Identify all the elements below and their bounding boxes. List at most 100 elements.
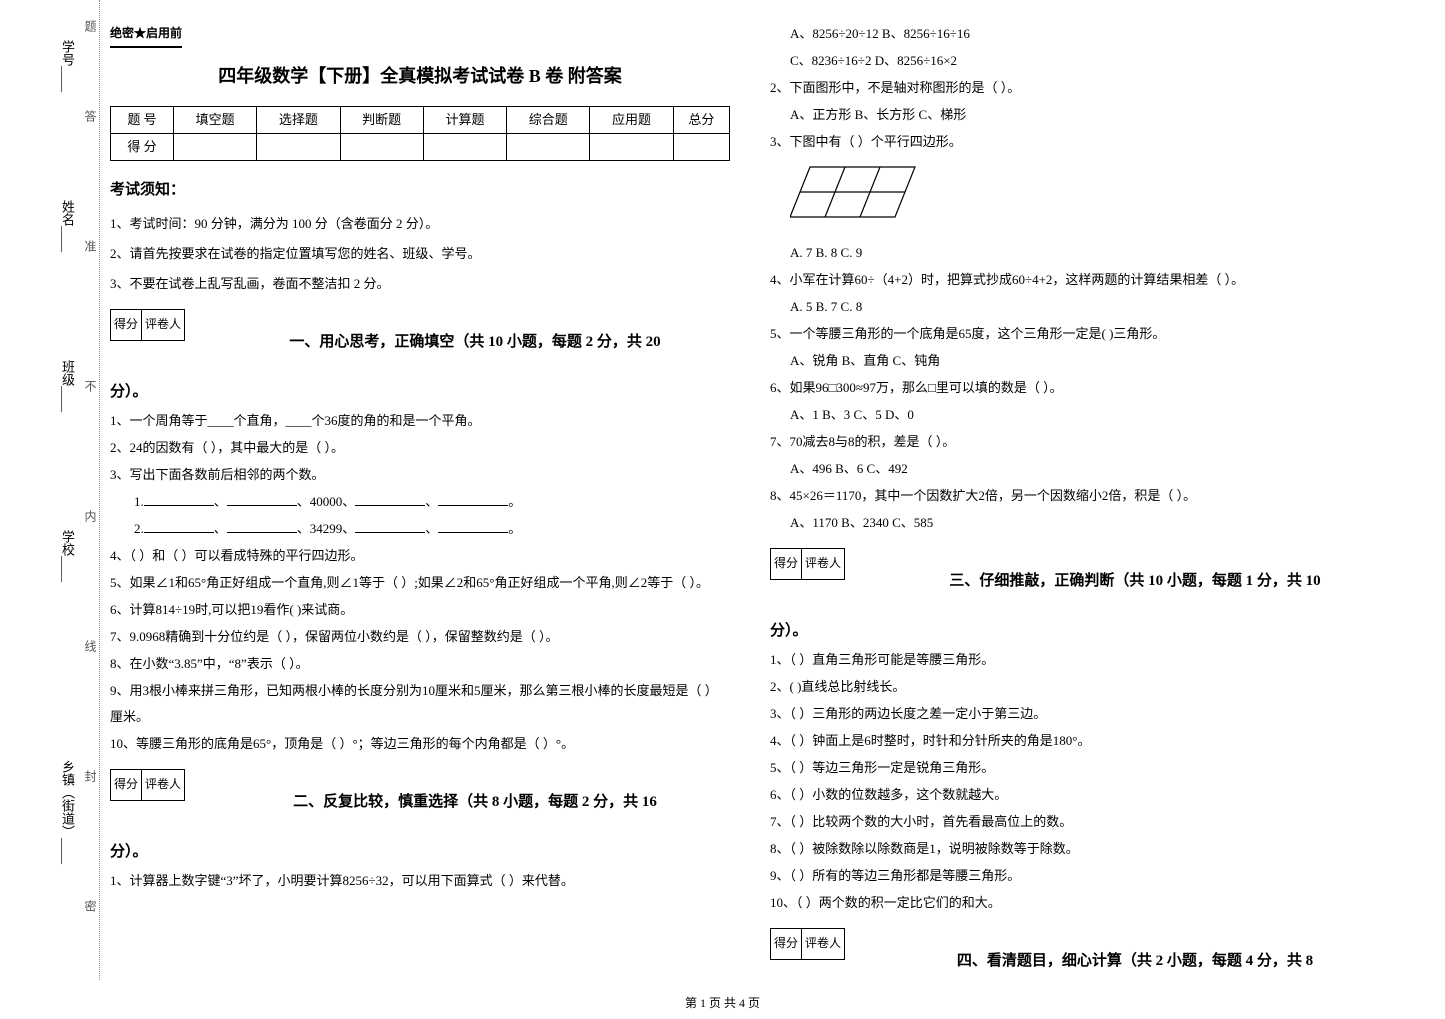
s2-q2a: A、正方形 B、长方形 C、梯形: [770, 102, 1390, 128]
s2-q7opts: A、496 B、6 C、492: [770, 456, 1390, 482]
score-box: 得分 评卷人: [770, 928, 845, 960]
s2-q4opts: A. 5 B. 7 C. 8: [770, 294, 1390, 320]
score-cell: [257, 134, 340, 161]
binding-label-town: 乡镇（街道）____: [58, 760, 77, 864]
binding-label-class: 班级____: [58, 360, 77, 412]
score-box-left: 得分: [111, 310, 142, 340]
s2-q3: 3、下图中有（ ）个平行四边形。: [770, 129, 1390, 155]
notice-item: 1、考试时间：90 分钟，满分为 100 分（含卷面分 2 分）。: [110, 211, 730, 237]
s3-q4: 4、（ ）钟面上是6时整时，时针和分针所夹的角是180°。: [770, 728, 1390, 754]
binding-sub-3: 不: [82, 380, 99, 392]
notice-item: 3、不要在试卷上乱写乱画，卷面不整洁扣 2 分。: [110, 271, 730, 297]
s3-q7: 7、（ ）比较两个数的大小时，首先看最高位上的数。: [770, 809, 1390, 835]
s1-q1: 1、一个周角等于____个直角，____个36度的角的和是一个平角。: [110, 408, 730, 434]
binding-sub-6: 封: [82, 770, 99, 782]
exam-title: 四年级数学【下册】全真模拟考试试卷 B 卷 附答案: [110, 58, 730, 94]
right-column: A、8256÷20÷12 B、8256÷16÷16 C、8236÷16÷2 D、…: [770, 20, 1390, 988]
score-box-right: 评卷人: [802, 549, 844, 579]
s2-q8opts: A、1170 B、2340 C、585: [770, 510, 1390, 536]
table-row: 题 号 填空题 选择题 判断题 计算题 综合题 应用题 总分: [111, 107, 730, 134]
score-cell: [340, 134, 423, 161]
page-body: 绝密★启用前 四年级数学【下册】全真模拟考试试卷 B 卷 附答案 题 号 填空题…: [110, 20, 1420, 988]
score-h3: 判断题: [340, 107, 423, 134]
s2-q5: 5、一个等腰三角形的一个底角是65度，这个三角形一定是( )三角形。: [770, 321, 1390, 347]
binding-sub-7: 密: [82, 900, 99, 912]
score-cell: [173, 134, 256, 161]
left-column: 绝密★启用前 四年级数学【下册】全真模拟考试试卷 B 卷 附答案 题 号 填空题…: [110, 20, 730, 988]
score-h2: 选择题: [257, 107, 340, 134]
score-box-right: 评卷人: [802, 929, 844, 959]
section2-points: 分）。: [110, 837, 730, 867]
notice-item: 2、请首先按要求在试卷的指定位置填写您的姓名、班级、学号。: [110, 241, 730, 267]
score-box-right: 评卷人: [142, 770, 184, 800]
score-row-label: 得 分: [111, 134, 174, 161]
section4-heading: 四、看清题目，细心计算（共 2 小题，每题 4 分，共 8: [957, 946, 1313, 976]
s2-q3opts: A. 7 B. 8 C. 9: [770, 240, 1390, 266]
score-box-left: 得分: [771, 929, 802, 959]
score-cell: [673, 134, 729, 161]
score-h1: 填空题: [173, 107, 256, 134]
score-cell: [590, 134, 673, 161]
s2-q1: 1、计算器上数字键“3”坏了，小明要计算8256÷32，可以用下面算式（ ）来代…: [110, 868, 730, 894]
page-footer: 第 1 页 共 4 页: [0, 994, 1445, 1011]
score-box: 得分 评卷人: [110, 769, 185, 801]
s3-q3: 3、（ ）三角形的两边长度之差一定小于第三边。: [770, 701, 1390, 727]
s1-q3b: 2.、、34299、、。: [110, 516, 730, 542]
s1-q9: 9、用3根小棒来拼三角形，已知两根小棒的长度分别为10厘米和5厘米，那么第三根小…: [110, 678, 730, 730]
binding-sub-1: 答: [82, 110, 99, 122]
table-row: 得 分: [111, 134, 730, 161]
s2-q6opts: A、1 B、3 C、5 D、0: [770, 402, 1390, 428]
score-h6: 应用题: [590, 107, 673, 134]
binding-label-name: 姓名____: [58, 200, 77, 252]
s2-q4: 4、小军在计算60÷（4+2）时，把算式抄成60÷4+2，这样两题的计算结果相差…: [770, 267, 1390, 293]
s1-q3a: 1.、、40000、、。: [110, 489, 730, 515]
score-cell: [507, 134, 590, 161]
score-table: 题 号 填空题 选择题 判断题 计算题 综合题 应用题 总分 得 分: [110, 106, 730, 161]
s3-q6: 6、（ ）小数的位数越多，这个数就越大。: [770, 782, 1390, 808]
s2-q6: 6、如果96□300≈97万，那么□里可以填的数是（ ）。: [770, 375, 1390, 401]
s1-q3: 3、写出下面各数前后相邻的两个数。: [110, 462, 730, 488]
s3-q2: 2、( )直线总比射线长。: [770, 674, 1390, 700]
score-h4: 计算题: [423, 107, 506, 134]
s2-q1a: A、8256÷20÷12 B、8256÷16÷16: [770, 21, 1390, 47]
s1-q8: 8、在小数“3.85”中，“8”表示（ ）。: [110, 651, 730, 677]
score-h0: 题 号: [111, 107, 174, 134]
binding-label-xuehao: 学号____: [58, 40, 77, 92]
s1-q5: 5、如果∠1和65°角正好组成一个直角,则∠1等于（ ）;如果∠2和65°角正好…: [110, 570, 730, 596]
s1-q4: 4、（ ）和（ ）可以看成特殊的平行四边形。: [110, 543, 730, 569]
parallelogram-figure: [790, 162, 920, 222]
s2-q2: 2、下面图形中，不是轴对称图形的是（ ）。: [770, 75, 1390, 101]
s1-q10: 10、等腰三角形的底角是65°，顶角是（ ）°；等边三角形的每个内角都是（ ）°…: [110, 731, 730, 757]
s1-q7: 7、9.0968精确到十分位约是（ ），保留两位小数约是（ ），保留整数约是（ …: [110, 624, 730, 650]
s3-q8: 8、（ ）被除数除以除数商是1，说明被除数等于除数。: [770, 836, 1390, 862]
s3-q10: 10、（ ）两个数的积一定比它们的和大。: [770, 890, 1390, 916]
notice-title: 考试须知：: [110, 175, 730, 205]
score-box-right: 评卷人: [142, 310, 184, 340]
binding-sub-4: 内: [82, 510, 99, 522]
section2-heading: 二、反复比较，慎重选择（共 8 小题，每题 2 分，共 16: [293, 787, 657, 817]
section3-heading: 三、仔细推敲，正确判断（共 10 小题，每题 1 分，共 10: [949, 566, 1320, 596]
s3-q9: 9、（ ）所有的等边三角形都是等腰三角形。: [770, 863, 1390, 889]
score-h5: 综合题: [507, 107, 590, 134]
binding-sub-0: 题: [82, 20, 99, 32]
s3-q1: 1、（ ）直角三角形可能是等腰三角形。: [770, 647, 1390, 673]
binding-sub-2: 准: [82, 240, 99, 252]
score-box-left: 得分: [771, 549, 802, 579]
binding-sub-5: 线: [82, 640, 99, 652]
s1-q6: 6、计算814÷19时,可以把19看作( )来试商。: [110, 597, 730, 623]
score-box-left: 得分: [111, 770, 142, 800]
binding-strip: 学号____ 姓名____ 班级____ 学校____ 乡镇（街道）____ 题…: [0, 0, 100, 980]
score-h7: 总分: [673, 107, 729, 134]
s2-q1b: C、8236÷16÷2 D、8256÷16×2: [770, 48, 1390, 74]
s1-q2: 2、24的因数有（ ），其中最大的是（ ）。: [110, 435, 730, 461]
s2-q5opts: A、锐角 B、直角 C、钝角: [770, 348, 1390, 374]
score-box: 得分 评卷人: [770, 548, 845, 580]
binding-label-school: 学校____: [58, 530, 77, 582]
s3-q5: 5、（ ）等边三角形一定是锐角三角形。: [770, 755, 1390, 781]
score-cell: [423, 134, 506, 161]
s2-q7: 7、70减去8与8的积，差是（ ）。: [770, 429, 1390, 455]
score-box: 得分 评卷人: [110, 309, 185, 341]
section3-points: 分）。: [770, 616, 1390, 646]
section1-points: 分）。: [110, 377, 730, 407]
section1-heading: 一、用心思考，正确填空（共 10 小题，每题 2 分，共 20: [289, 327, 660, 357]
